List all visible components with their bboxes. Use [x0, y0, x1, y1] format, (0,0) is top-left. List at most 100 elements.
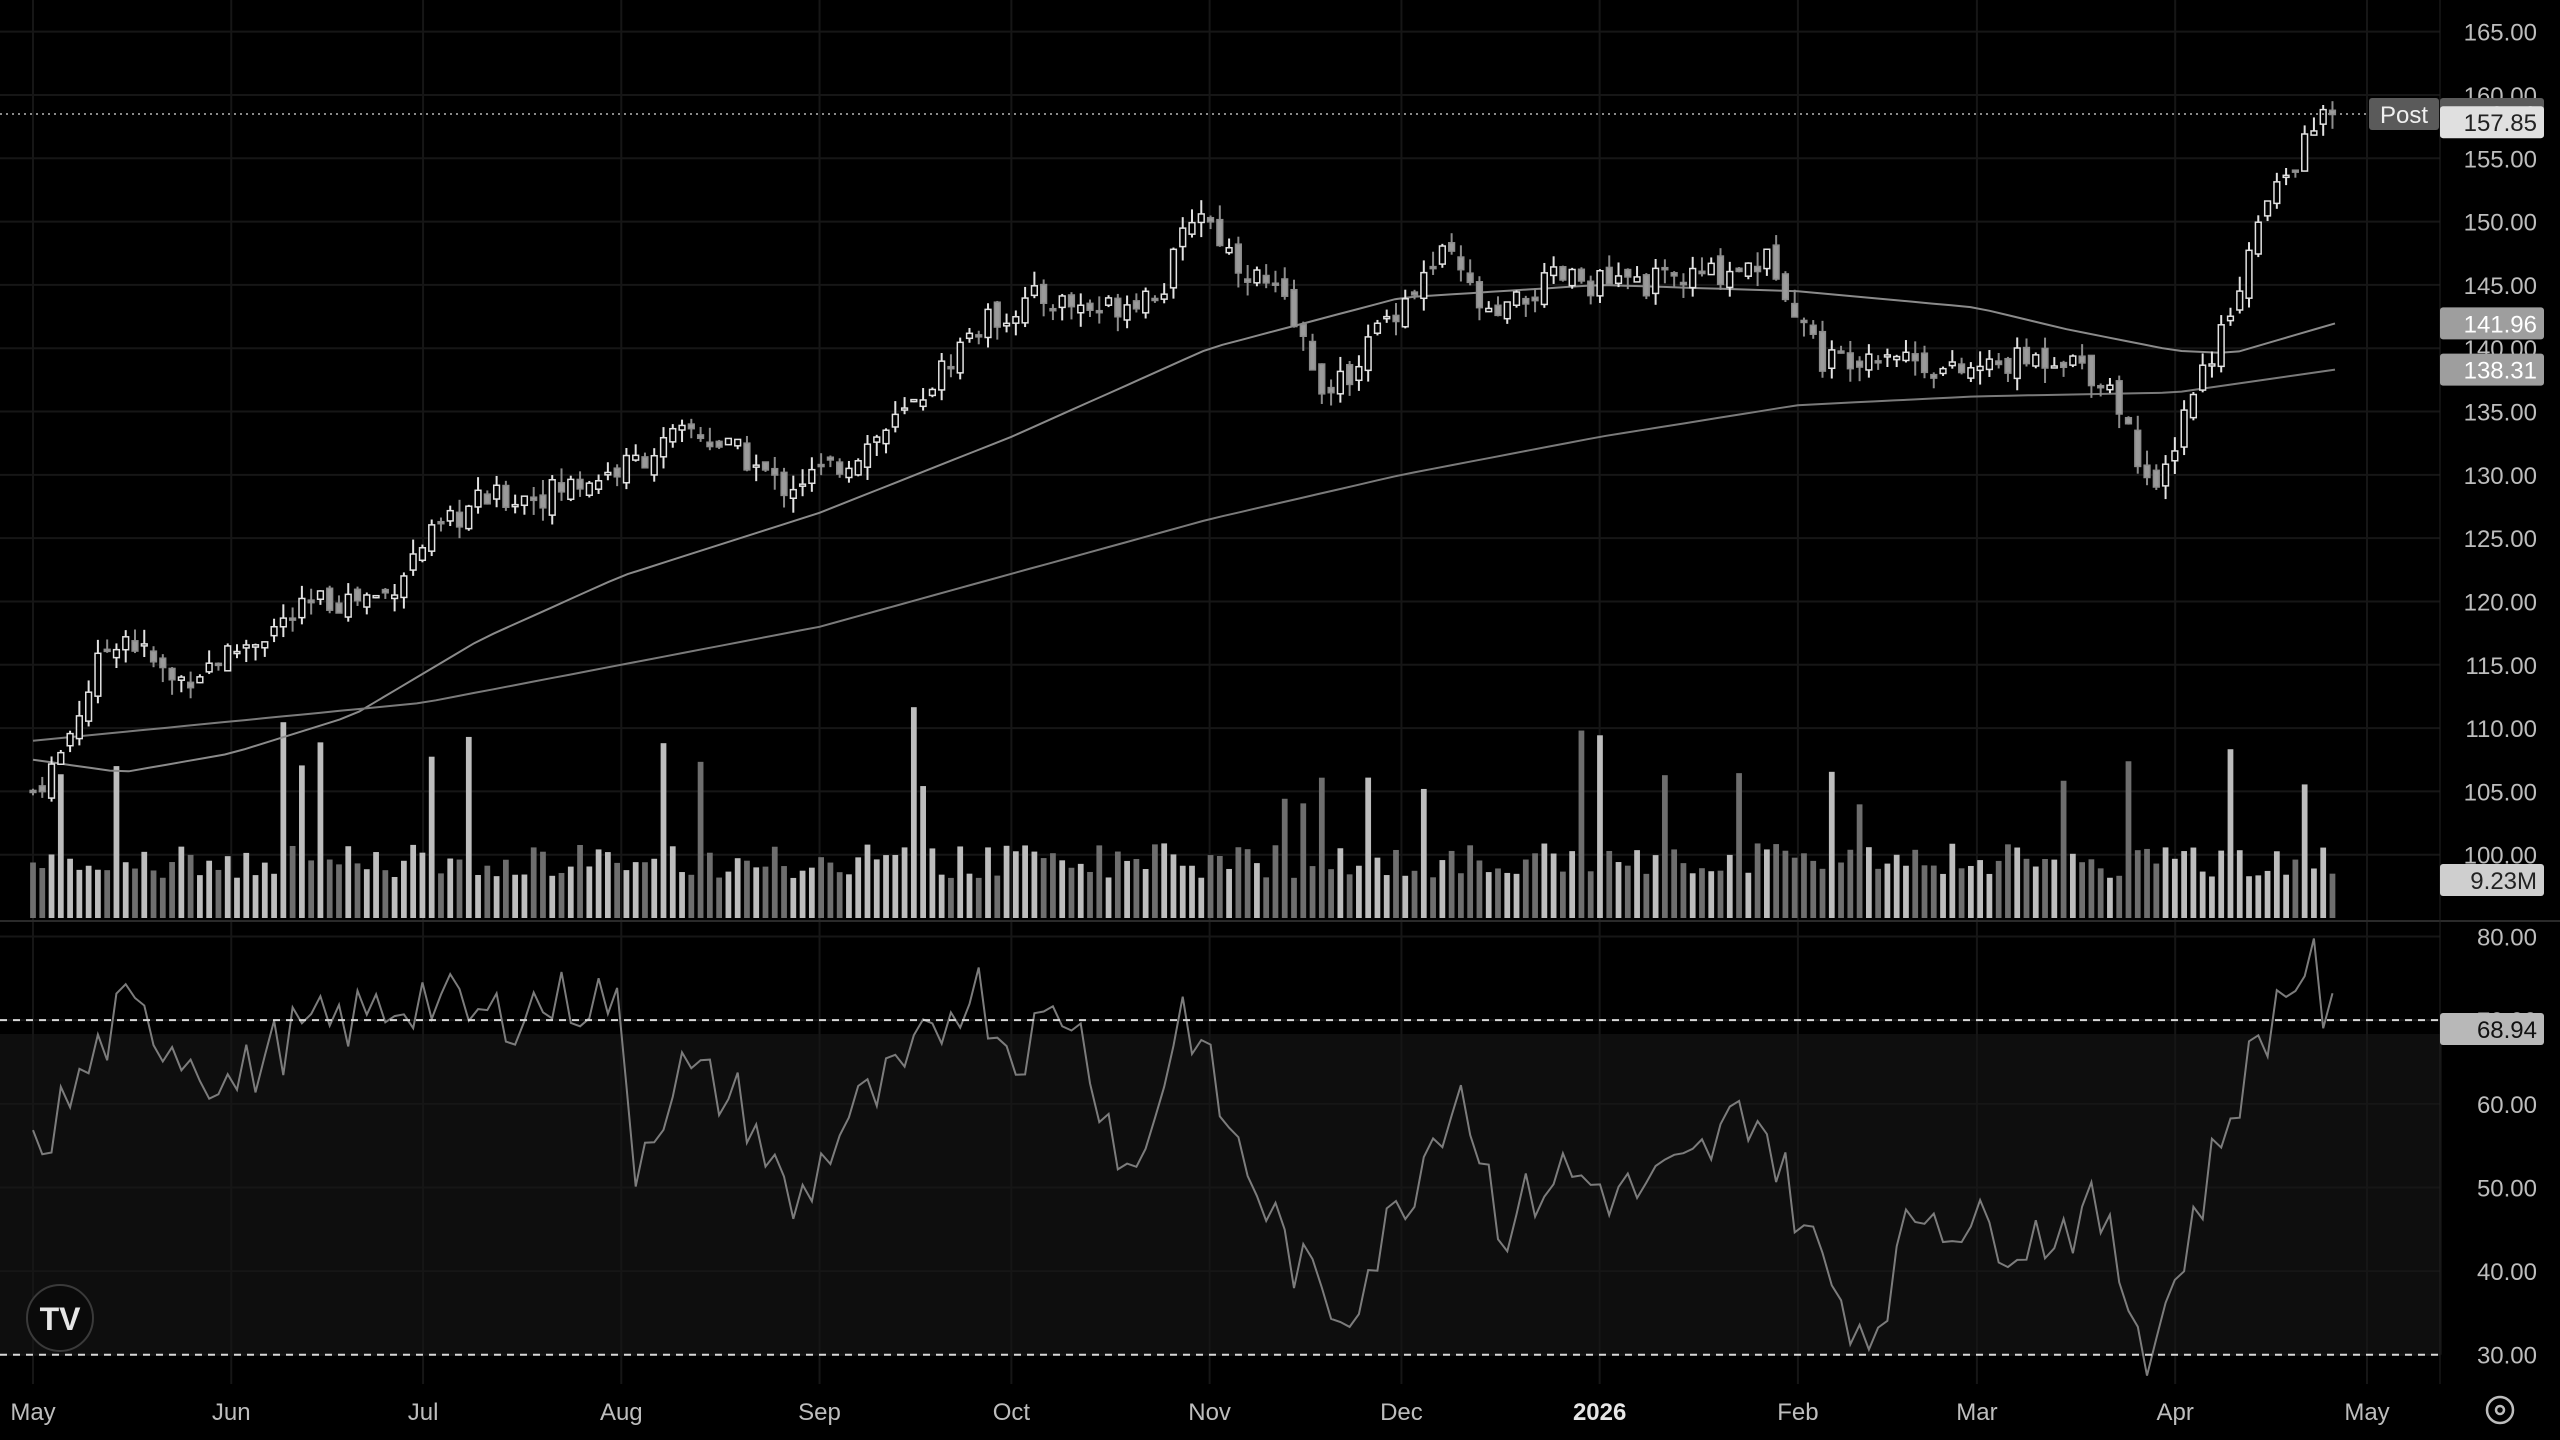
- candle-body: [817, 463, 825, 468]
- candle-body: [2161, 463, 2170, 487]
- volume-bar: [197, 875, 203, 918]
- time-axis-label: 2026: [1573, 1399, 1626, 1426]
- volume-bar: [419, 852, 426, 918]
- volume-bar: [1977, 860, 1984, 918]
- volume-bar: [2079, 862, 2085, 918]
- moving-average-line-2: [32, 368, 2336, 742]
- candle-body: [1077, 304, 1085, 314]
- volume-bar: [1318, 777, 1325, 918]
- candle-body: [1392, 314, 1400, 323]
- volume-bar: [373, 852, 379, 918]
- volume-bar: [1337, 848, 1344, 918]
- candle-body: [1651, 267, 1660, 295]
- volume-bar: [1467, 845, 1474, 918]
- candle-body: [1568, 268, 1576, 287]
- candle-body: [1401, 298, 1409, 328]
- volume-bar: [512, 874, 519, 918]
- candle-body: [2319, 108, 2327, 125]
- volume-bar: [1903, 865, 1909, 918]
- candle-body: [993, 301, 1001, 328]
- candle-body: [298, 597, 306, 619]
- volume-bar: [725, 871, 732, 918]
- candle-body: [557, 482, 566, 493]
- price-tick-label: 105.00: [2464, 779, 2537, 806]
- candle-body: [1800, 319, 1808, 324]
- candle-body: [1244, 278, 1252, 283]
- volume-bar: [1161, 843, 1168, 918]
- candle-body: [1457, 256, 1465, 271]
- volume-bar: [1912, 849, 1919, 918]
- candle-body: [511, 503, 519, 508]
- candle-body: [613, 467, 621, 478]
- candle-body: [1818, 330, 1827, 372]
- volume-bar: [1930, 865, 1937, 918]
- candle-body: [1002, 322, 1011, 327]
- oscillator-tick-label: 80.00: [2477, 925, 2537, 952]
- volume-bar: [2181, 851, 2187, 918]
- candle-body: [650, 454, 658, 476]
- volume-bar: [2107, 877, 2113, 918]
- candle-body: [2106, 384, 2114, 391]
- volume-bar: [1754, 843, 1761, 918]
- volume-bar: [1884, 863, 1891, 918]
- volume-bar: [1216, 856, 1223, 918]
- candle-body: [187, 681, 195, 689]
- volume-bar: [475, 874, 481, 918]
- candle-body: [353, 588, 362, 602]
- candle-body: [446, 509, 454, 522]
- volume-bar: [827, 862, 834, 918]
- candle-body: [1216, 218, 1224, 247]
- candle-body: [159, 657, 167, 669]
- volume-bar: [363, 869, 370, 918]
- candle-body: [316, 590, 325, 601]
- candle-body: [1772, 244, 1780, 280]
- volume-bar: [1495, 868, 1501, 918]
- volume-bar: [1541, 843, 1548, 918]
- volume-bar: [1300, 803, 1307, 918]
- candle-body: [1930, 373, 1938, 379]
- candle-body: [1494, 304, 1502, 317]
- volume-bar: [2097, 868, 2104, 918]
- volume-bar: [1791, 857, 1798, 918]
- candle-body: [798, 483, 807, 487]
- candle-body: [863, 443, 872, 468]
- volume-bar: [1031, 851, 1038, 918]
- volume-bar: [1291, 877, 1297, 918]
- candle-body: [882, 429, 890, 445]
- candle-body: [585, 482, 593, 496]
- ma2-price-tag-bg: [2440, 353, 2544, 386]
- volume-bar: [280, 722, 287, 918]
- candle-body: [956, 341, 964, 374]
- tradingview-logo[interactable]: TV: [26, 1284, 94, 1352]
- volume-bar: [586, 866, 593, 918]
- volume-bar: [1801, 853, 1807, 918]
- volume-bar: [1680, 863, 1687, 918]
- volume-bar: [540, 851, 546, 918]
- candle-body: [1679, 281, 1688, 286]
- candle-body: [808, 468, 816, 485]
- candle-body: [492, 484, 501, 500]
- volume-bar: [1967, 865, 1974, 918]
- volume-bar: [299, 765, 305, 918]
- volume-bar: [1940, 873, 1946, 918]
- candle-body: [826, 456, 835, 461]
- chart-settings-icon[interactable]: [2485, 1395, 2515, 1425]
- volume-bar: [1995, 860, 2002, 918]
- candle-body: [1466, 272, 1474, 284]
- volume-bar: [614, 862, 621, 918]
- volume-bar: [1856, 804, 1863, 918]
- volume-bar: [1921, 865, 1928, 918]
- volume-bar: [2320, 847, 2327, 918]
- volume-bar: [493, 876, 500, 918]
- volume-bar: [1226, 868, 1232, 918]
- volume-bar: [271, 873, 277, 918]
- volume-bar: [1383, 875, 1390, 918]
- settings-dot: [2494, 1404, 2506, 1416]
- volume-bar: [317, 742, 324, 918]
- post-session-tag: Post: [2369, 97, 2439, 130]
- volume-bar: [2032, 866, 2039, 918]
- candle-body: [1670, 272, 1678, 277]
- volume-bar: [2227, 749, 2234, 918]
- volume-bar: [2311, 868, 2317, 918]
